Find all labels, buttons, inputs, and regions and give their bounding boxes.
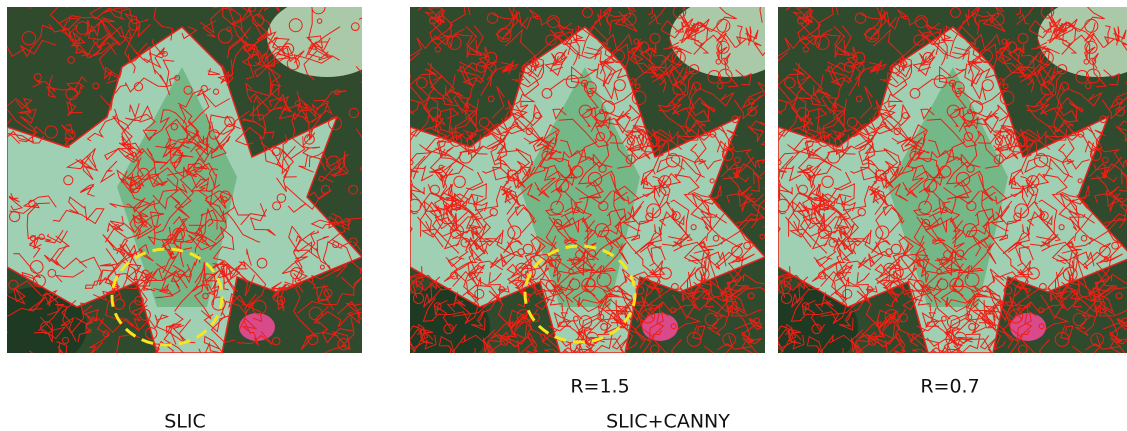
image-content <box>366 0 804 392</box>
canny-image-r07 <box>734 0 1127 392</box>
segment-boundary <box>360 155 386 170</box>
segment-boundary <box>366 187 411 243</box>
segment-boundary <box>877 352 898 384</box>
segment-boundary <box>509 352 530 384</box>
caption: SLIC <box>164 411 206 431</box>
sublabel: R=0.7 <box>920 376 979 398</box>
image-content <box>734 0 1127 392</box>
segment-boundary <box>359 0 399 19</box>
image-content <box>0 0 399 378</box>
page: {"sublabels": ["R=1.5", "R=0.7"], "capti… <box>0 0 1127 431</box>
figure: R=1.5 R=0.7 SLIC SLIC+CANNY <box>0 0 1127 431</box>
segment-boundary <box>225 0 257 8</box>
caption: SLIC+CANNY <box>606 411 730 431</box>
sublabel: R=1.5 <box>570 376 629 398</box>
canny-image-r15 <box>366 0 804 392</box>
slic-image <box>0 0 399 378</box>
segment-boundary <box>0 323 8 336</box>
